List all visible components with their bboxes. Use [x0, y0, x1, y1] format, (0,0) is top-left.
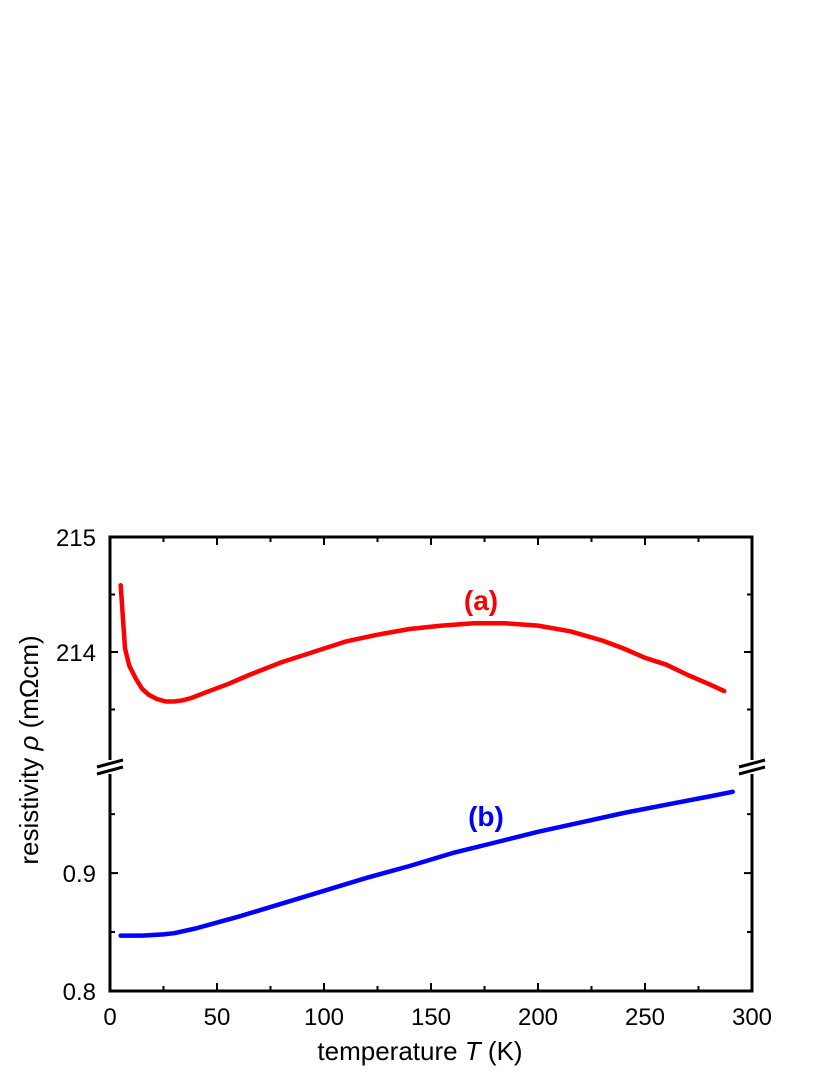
x-tick-label: 100: [304, 1004, 344, 1031]
y-axis-title: resistivity ρ (mΩcm): [14, 635, 44, 864]
y-tick-label: 214: [56, 640, 96, 667]
series-line-a: [118, 583, 727, 704]
annotation-a: (a): [464, 585, 498, 616]
y-axis-ticks: 215 214 0.9 0.8: [56, 525, 752, 1006]
axis-break-left: [96, 758, 124, 776]
annotation-b: (b): [468, 801, 504, 832]
x-tick-label: 300: [732, 1004, 772, 1031]
y-tick-label: 215: [56, 525, 96, 552]
x-tick-label: 250: [625, 1004, 665, 1031]
x-tick-label: 50: [204, 1004, 231, 1031]
axis-break-right: [738, 758, 766, 776]
y-tick-label: 0.8: [63, 979, 96, 1006]
x-axis-ticks: 0 50 100 150 200 250 300: [103, 537, 772, 1031]
series-line-b: [118, 789, 735, 938]
series-layer: [118, 583, 735, 938]
x-axis-title: temperature T (K): [317, 1036, 522, 1066]
x-tick-label: 150: [411, 1004, 451, 1031]
x-tick-label: 0: [103, 1004, 116, 1031]
x-tick-label: 200: [518, 1004, 558, 1031]
plot-frame: [108, 535, 754, 993]
y-tick-label: 0.9: [63, 861, 96, 888]
